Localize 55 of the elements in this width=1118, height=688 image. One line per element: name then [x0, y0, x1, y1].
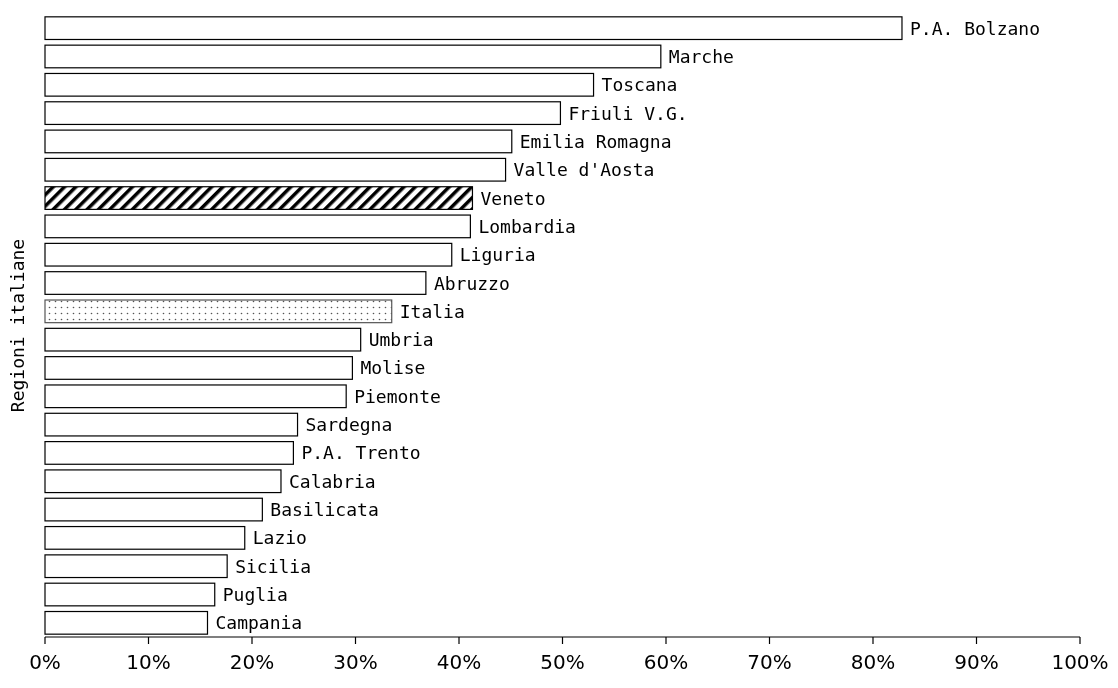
bar [44, 356, 353, 380]
x-tick-label: 40% [436, 650, 482, 674]
y-tick-label: Puglia [222, 584, 288, 606]
x-tick-label: 30% [333, 650, 378, 674]
y-tick-label: Lombardia [478, 215, 576, 237]
y-tick-label: Calabria [288, 470, 376, 492]
x-tick-label: 60% [643, 650, 689, 674]
bar [44, 186, 474, 210]
bar [44, 44, 662, 69]
y-tick-label: Liguria [459, 244, 536, 266]
bar [44, 412, 299, 437]
bar [44, 525, 246, 550]
bar [44, 582, 216, 607]
y-tick-label: Emilia Romagna [519, 130, 672, 152]
x-tick-label: 0% [29, 650, 61, 674]
x-tick-label: 80% [850, 650, 896, 674]
bar [44, 441, 294, 465]
y-tick-label: Lazio [252, 527, 307, 549]
bar [44, 497, 263, 522]
y-tick-label: Umbria [368, 329, 434, 351]
bar [44, 271, 427, 295]
y-tick-label: Italia [399, 300, 465, 322]
bar [44, 554, 228, 579]
y-tick-label: Marche [668, 45, 734, 67]
y-tick-label: Piemonte [354, 385, 441, 407]
y-tick-label: Basilicata [270, 499, 379, 521]
x-tick-label: 10% [126, 650, 171, 674]
y-tick-label: Valle d'Aosta [513, 159, 655, 181]
bar [44, 157, 507, 182]
y-tick-label: Abruzzo [433, 272, 510, 294]
x-tick-label: 20% [229, 650, 275, 674]
y-tick-label: Campania [215, 612, 303, 634]
bar [44, 469, 282, 494]
y-tick-label: Molise [360, 357, 426, 379]
bar [44, 72, 595, 97]
y-tick-label: Friuli V.G. [568, 102, 688, 124]
x-tick-label: 50% [540, 650, 585, 674]
bar [44, 242, 453, 267]
bar [44, 384, 347, 409]
y-tick-label: Toscana [601, 74, 678, 96]
y-axis-title: Regioni italiane [7, 238, 28, 413]
y-tick-label: Sardegna [305, 414, 393, 436]
bar [44, 327, 362, 352]
bar [44, 129, 513, 154]
bar [44, 299, 393, 324]
y-tick-label: P.A. Bolzano [909, 17, 1041, 39]
y-tick-label: P.A. Trento [301, 442, 421, 464]
y-tick-label: Veneto [480, 187, 546, 209]
y-tick-label: Sicilia [235, 555, 312, 577]
bar [44, 16, 903, 41]
bar [44, 214, 471, 239]
x-tick-label: 70% [747, 650, 792, 674]
x-tick-label: 100% [1051, 650, 1109, 674]
bar [44, 101, 562, 126]
x-tick-label: 90% [954, 650, 999, 674]
